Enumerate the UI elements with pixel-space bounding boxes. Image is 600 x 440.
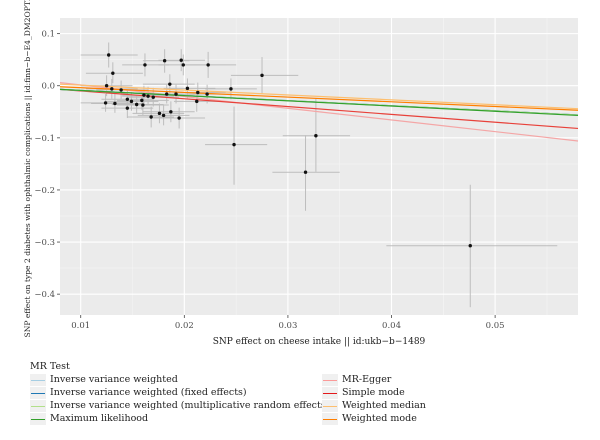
legend-swatch xyxy=(31,418,45,420)
x-axis-label: SNP effect on cheese intake || id:ukb−b−… xyxy=(213,337,426,347)
data-point xyxy=(113,101,117,106)
data-point xyxy=(303,170,308,174)
y-axis-label: SNP effect on type 2 diabetes with ophth… xyxy=(23,0,32,338)
fit-line xyxy=(59,82,579,142)
data-point xyxy=(119,88,123,92)
legend-swatch xyxy=(323,392,337,394)
legend-label-weighted-median: Weighted median xyxy=(342,400,426,411)
legend-key-simple-mode xyxy=(322,387,338,399)
legend-swatch xyxy=(323,379,337,381)
legend-swatch xyxy=(31,405,45,407)
fit-line xyxy=(59,83,579,110)
data-point xyxy=(129,99,134,104)
data-point xyxy=(142,93,146,97)
data-point xyxy=(174,92,178,96)
legend-swatch xyxy=(323,405,337,407)
data-point xyxy=(141,103,145,107)
data-point xyxy=(111,71,115,75)
data-point xyxy=(125,97,130,101)
data-point xyxy=(168,82,172,86)
data-point xyxy=(196,90,200,95)
legend-label-ml: Maximum likelihood xyxy=(50,413,149,424)
legend-label-ivw-fixed: Inverse variance weighted (fixed effects… xyxy=(50,387,247,398)
data-point xyxy=(161,113,166,118)
data-point xyxy=(110,87,114,91)
axis-ticks: 0.01 0.02 0.03 0.04 0.05 0.1 0.0 −0.1 −0.2 −0.3 −0… xyxy=(34,30,504,331)
data-point xyxy=(143,63,147,67)
data-point xyxy=(162,59,167,63)
legend-swatch xyxy=(31,379,45,381)
fit-line xyxy=(59,88,579,130)
fit-line xyxy=(59,86,579,111)
legend-key-ml xyxy=(30,413,46,425)
data-point xyxy=(146,94,150,98)
data-point xyxy=(229,87,233,91)
data-points xyxy=(103,53,472,248)
data-point xyxy=(125,106,130,110)
legend-title: MR Test xyxy=(30,361,70,372)
data-point xyxy=(177,116,181,120)
legend-label-ivw-mre: Inverse variance weighted (multiplicativ… xyxy=(50,400,330,411)
data-point xyxy=(104,84,109,88)
y-tick-label: −0.3 xyxy=(34,238,55,248)
fit-line xyxy=(59,88,579,117)
data-point xyxy=(106,53,111,57)
legend-label-simple-mode: Simple mode xyxy=(342,387,405,398)
legend-label-ivw: Inverse variance weighted xyxy=(50,374,178,385)
legend-swatch xyxy=(323,418,337,420)
data-point xyxy=(165,92,169,96)
data-point xyxy=(185,86,190,91)
grid-lines xyxy=(60,18,578,315)
data-point xyxy=(468,244,472,248)
legend-key-ivw xyxy=(30,374,46,386)
legend-label-mr-egger: MR-Egger xyxy=(342,374,392,385)
legend-label-weighted-mode: Weighted mode xyxy=(342,413,417,424)
y-tick-label: −0.1 xyxy=(34,134,55,144)
data-point xyxy=(169,110,173,114)
legend-key-ivw-mre xyxy=(30,400,46,412)
legend-key-weighted-mode xyxy=(322,413,338,425)
y-tick-label: 0.1 xyxy=(41,30,55,40)
y-tick-label: −0.4 xyxy=(34,290,55,300)
data-point xyxy=(195,99,199,104)
x-tick-label: 0.02 xyxy=(175,321,194,331)
data-point xyxy=(181,63,185,67)
x-tick-label: 0.04 xyxy=(382,321,401,331)
x-tick-label: 0.01 xyxy=(71,321,90,331)
data-point xyxy=(179,58,183,62)
legend-key-weighted-median xyxy=(322,400,338,412)
legend-swatch xyxy=(31,392,45,394)
data-point xyxy=(314,134,318,138)
x-tick-label: 0.03 xyxy=(278,321,297,331)
legend-key-ivw-fixed xyxy=(30,387,46,399)
data-point xyxy=(134,102,139,107)
data-point xyxy=(205,92,209,96)
data-point xyxy=(103,101,108,105)
data-point xyxy=(140,98,144,103)
y-tick-label: −0.2 xyxy=(34,186,55,196)
data-point xyxy=(232,142,236,147)
x-tick-label: 0.05 xyxy=(486,321,505,331)
y-tick-label: 0.0 xyxy=(41,82,55,92)
plot-panel xyxy=(60,18,578,315)
legend: MR Test Inverse variance weighted Invers… xyxy=(30,361,590,439)
legend-key-mr-egger xyxy=(322,374,338,386)
data-point xyxy=(149,115,153,119)
data-point xyxy=(157,111,162,116)
data-point xyxy=(260,73,264,78)
mr-fit-lines xyxy=(59,82,579,142)
data-point xyxy=(206,63,210,67)
data-point xyxy=(151,95,155,99)
